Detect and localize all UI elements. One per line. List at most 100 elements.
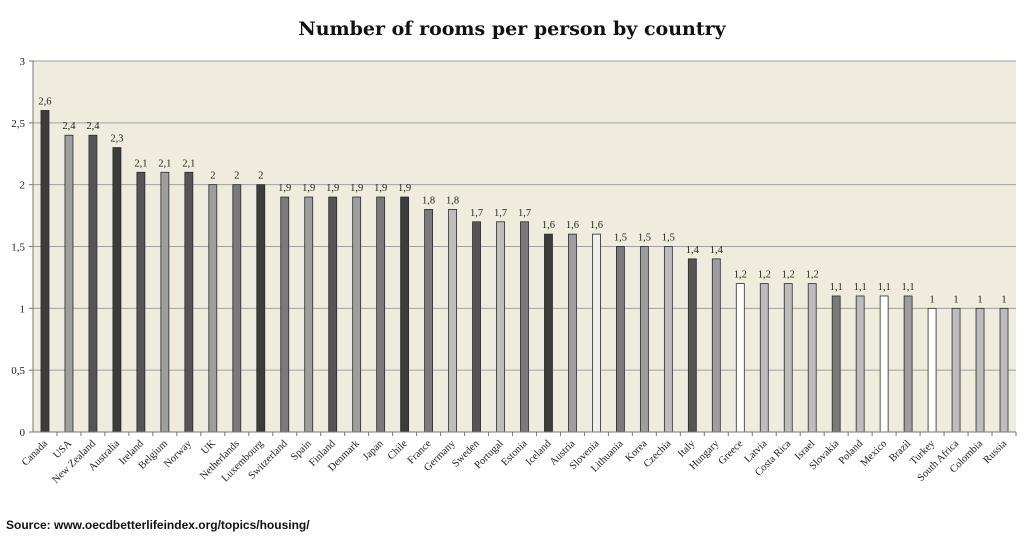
data-label: 1,4 [710, 245, 724, 256]
data-label: 1,2 [758, 270, 771, 281]
data-label: 1,7 [518, 208, 531, 219]
x-category-label: Norway [162, 438, 194, 470]
bar [256, 184, 266, 433]
x-category-label: Mexico [859, 438, 889, 468]
x-category-label: Canada [20, 438, 50, 468]
data-label: 1,8 [422, 195, 435, 206]
bar [448, 208, 457, 433]
data-label: 1,5 [614, 233, 627, 244]
data-label: 1,9 [302, 183, 315, 194]
data-label: 1 [977, 294, 982, 305]
bar [544, 233, 553, 433]
y-tick-label: 3 [20, 56, 26, 68]
bars [40, 110, 1009, 433]
data-label: 2 [210, 171, 215, 182]
bar [735, 283, 745, 433]
bar [472, 221, 481, 433]
data-label: 1,9 [278, 183, 291, 194]
y-tick-label: 0,5 [11, 365, 25, 377]
data-label: 1,9 [326, 183, 339, 194]
data-label: 1 [929, 294, 934, 305]
data-label: 1,6 [542, 220, 555, 231]
bar [208, 184, 218, 433]
bar [496, 221, 505, 433]
bar [304, 196, 314, 433]
data-label: 1,8 [446, 195, 459, 206]
y-tick-labels: 0 0,5 1 1,5 2 2,5 3 [11, 56, 25, 439]
bar [951, 307, 961, 433]
data-label: 1 [953, 294, 958, 305]
data-label: 1,2 [782, 270, 795, 281]
data-label: 2,1 [182, 158, 195, 169]
data-label: 1,9 [350, 183, 363, 194]
bar [280, 196, 290, 433]
bar [136, 171, 146, 433]
data-labels: 2,6 2,4 2,4 2,3 2,1 2,1 2,1 2 2 2 1,9 1,9 1,9 1,9 1,9 1… [38, 96, 1006, 305]
bar [328, 196, 338, 433]
y-tick-label: 0 [20, 427, 26, 439]
bar [112, 147, 122, 433]
data-label: 2,1 [134, 158, 147, 169]
data-label: 1,9 [398, 183, 411, 194]
bar [975, 307, 985, 433]
x-category-label: Japan [361, 438, 386, 463]
bar [711, 258, 721, 433]
bar [568, 233, 577, 433]
bar [184, 171, 194, 433]
data-label: 1,2 [806, 270, 819, 281]
bar [232, 184, 242, 433]
bar [400, 196, 410, 433]
bar [40, 110, 50, 433]
y-tick-label: 1,5 [11, 242, 25, 254]
data-label: 1,1 [854, 282, 867, 293]
data-label: 1,2 [734, 270, 747, 281]
bar [352, 196, 362, 433]
bar [903, 295, 913, 433]
bar [424, 208, 433, 433]
x-category-label: Czechia [642, 438, 674, 470]
y-tick-label: 2,5 [11, 118, 25, 130]
data-label: 2,1 [158, 158, 171, 169]
data-label: 1,4 [686, 245, 700, 256]
bar [64, 134, 74, 433]
data-label: 1,9 [374, 183, 387, 194]
data-label: 1,7 [470, 208, 483, 219]
x-category-label: Greece [717, 438, 746, 467]
data-label: 2 [234, 171, 239, 182]
bar [663, 246, 673, 433]
bar [759, 283, 769, 433]
bar [807, 283, 817, 433]
bar [616, 246, 625, 433]
bar [879, 295, 889, 433]
bar [999, 307, 1009, 433]
bar [831, 295, 841, 433]
bar [592, 233, 601, 433]
y-tick-label: 2 [20, 180, 26, 192]
data-label: 2,4 [62, 121, 76, 132]
data-label: 2,3 [110, 134, 123, 145]
data-label: 1,1 [902, 282, 915, 293]
bar [687, 258, 697, 433]
data-label: 1,1 [878, 282, 891, 293]
x-category-label: Iceland [524, 438, 554, 468]
bar [783, 283, 793, 433]
data-label: 1,5 [662, 233, 675, 244]
data-label: 1 [1001, 294, 1006, 305]
y-tick-label: 1 [20, 303, 26, 315]
data-label: 2 [258, 171, 263, 182]
source-note: Source: www.oecdbetterlifeindex.org/topi… [6, 518, 310, 532]
data-label: 1,1 [830, 282, 843, 293]
bar [376, 196, 386, 433]
chart-title: Number of rooms per person by country [298, 18, 726, 40]
axes [32, 61, 1017, 436]
data-label: 1,6 [566, 220, 579, 231]
bar [639, 246, 649, 433]
bar [88, 134, 98, 433]
data-label: 1,7 [494, 208, 507, 219]
bar [160, 171, 170, 433]
bar [927, 307, 937, 433]
bar [520, 221, 529, 433]
data-label: 1,6 [590, 220, 603, 231]
